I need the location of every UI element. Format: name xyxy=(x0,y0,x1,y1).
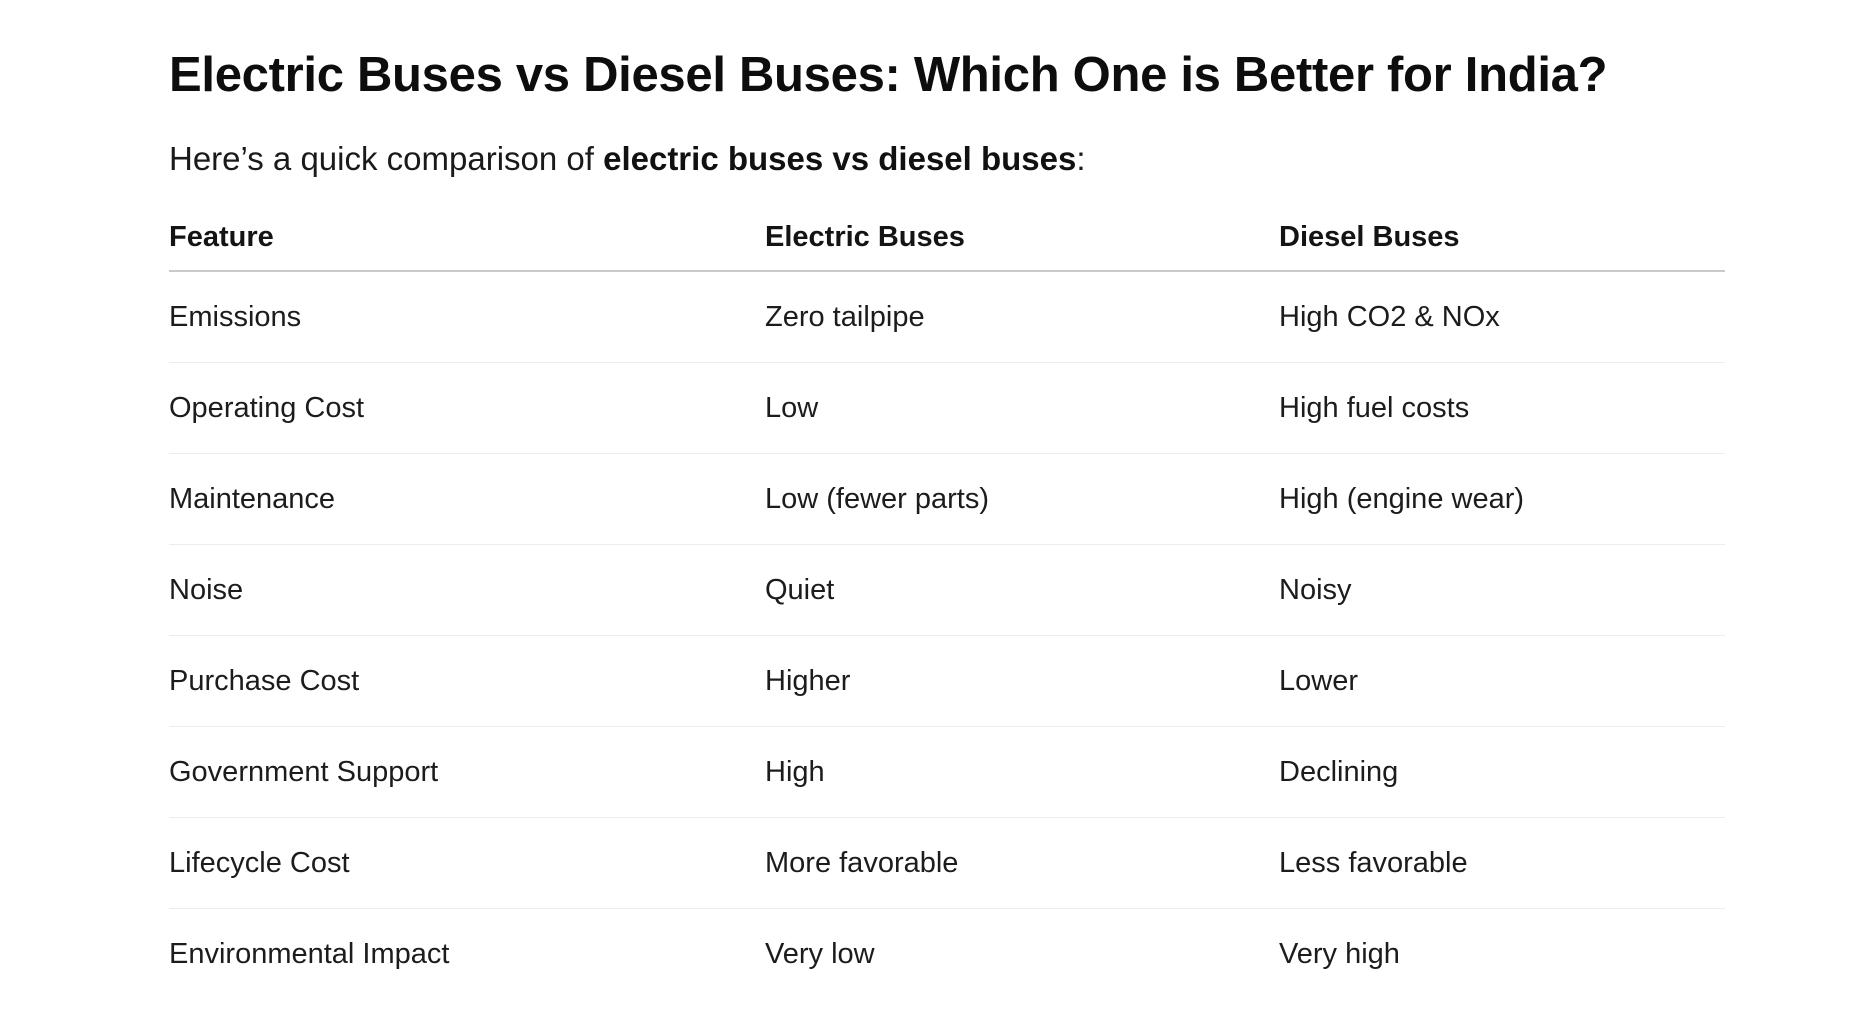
electric-cell: Quiet xyxy=(765,544,1279,636)
electric-cell: Low (fewer parts) xyxy=(765,453,1279,545)
feature-cell: Lifecycle Cost xyxy=(169,817,765,909)
table-row: Purchase Cost Higher Lower xyxy=(169,635,1725,727)
intro-bold-text: electric buses vs diesel buses xyxy=(603,140,1077,177)
header-electric-buses: Electric Buses xyxy=(765,204,1279,272)
table-header-row: Feature Electric Buses Diesel Buses xyxy=(169,204,1725,272)
header-feature: Feature xyxy=(169,204,765,272)
feature-cell: Emissions xyxy=(169,271,765,363)
table-row: Maintenance Low (fewer parts) High (engi… xyxy=(169,453,1725,545)
electric-cell: Low xyxy=(765,362,1279,454)
feature-cell: Government Support xyxy=(169,726,765,818)
article-content: Electric Buses vs Diesel Buses: Which On… xyxy=(169,40,1725,999)
table-row: Government Support High Declining xyxy=(169,726,1725,818)
electric-cell: Zero tailpipe xyxy=(765,271,1279,363)
feature-cell: Maintenance xyxy=(169,453,765,545)
diesel-cell: High CO2 & NOx xyxy=(1279,271,1725,363)
diesel-cell: High fuel costs xyxy=(1279,362,1725,454)
comparison-table: Feature Electric Buses Diesel Buses Emis… xyxy=(169,204,1725,999)
electric-cell: High xyxy=(765,726,1279,818)
intro-paragraph: Here’s a quick comparison of electric bu… xyxy=(169,134,1725,184)
electric-cell: Higher xyxy=(765,635,1279,727)
electric-cell: Very low xyxy=(765,937,875,970)
diesel-cell: High (engine wear) xyxy=(1279,453,1725,545)
diesel-cell: Very high xyxy=(1279,937,1400,970)
table-row: Emissions Zero tailpipe High CO2 & NOx xyxy=(169,271,1725,363)
table-row: Noise Quiet Noisy xyxy=(169,544,1725,636)
intro-suffix: : xyxy=(1076,140,1086,177)
diesel-cell: Declining xyxy=(1279,726,1725,818)
feature-cell: Operating Cost xyxy=(169,362,765,454)
diesel-cell: Noisy xyxy=(1279,544,1725,636)
feature-cell: Environmental Impact xyxy=(169,937,450,970)
diesel-cell: Lower xyxy=(1279,635,1725,727)
feature-cell: Noise xyxy=(169,544,765,636)
intro-prefix: Here’s a quick comparison of xyxy=(169,140,604,177)
diesel-cell: Less favorable xyxy=(1279,817,1725,909)
header-diesel-buses: Diesel Buses xyxy=(1279,204,1725,272)
table-row: Environmental Impact Very low Very high xyxy=(169,909,1725,1000)
page-title: Electric Buses vs Diesel Buses: Which On… xyxy=(169,48,1608,102)
electric-cell: More favorable xyxy=(765,817,1279,909)
table-row: Lifecycle Cost More favorable Less favor… xyxy=(169,817,1725,909)
table-row: Operating Cost Low High fuel costs xyxy=(169,362,1725,454)
feature-cell: Purchase Cost xyxy=(169,635,765,727)
